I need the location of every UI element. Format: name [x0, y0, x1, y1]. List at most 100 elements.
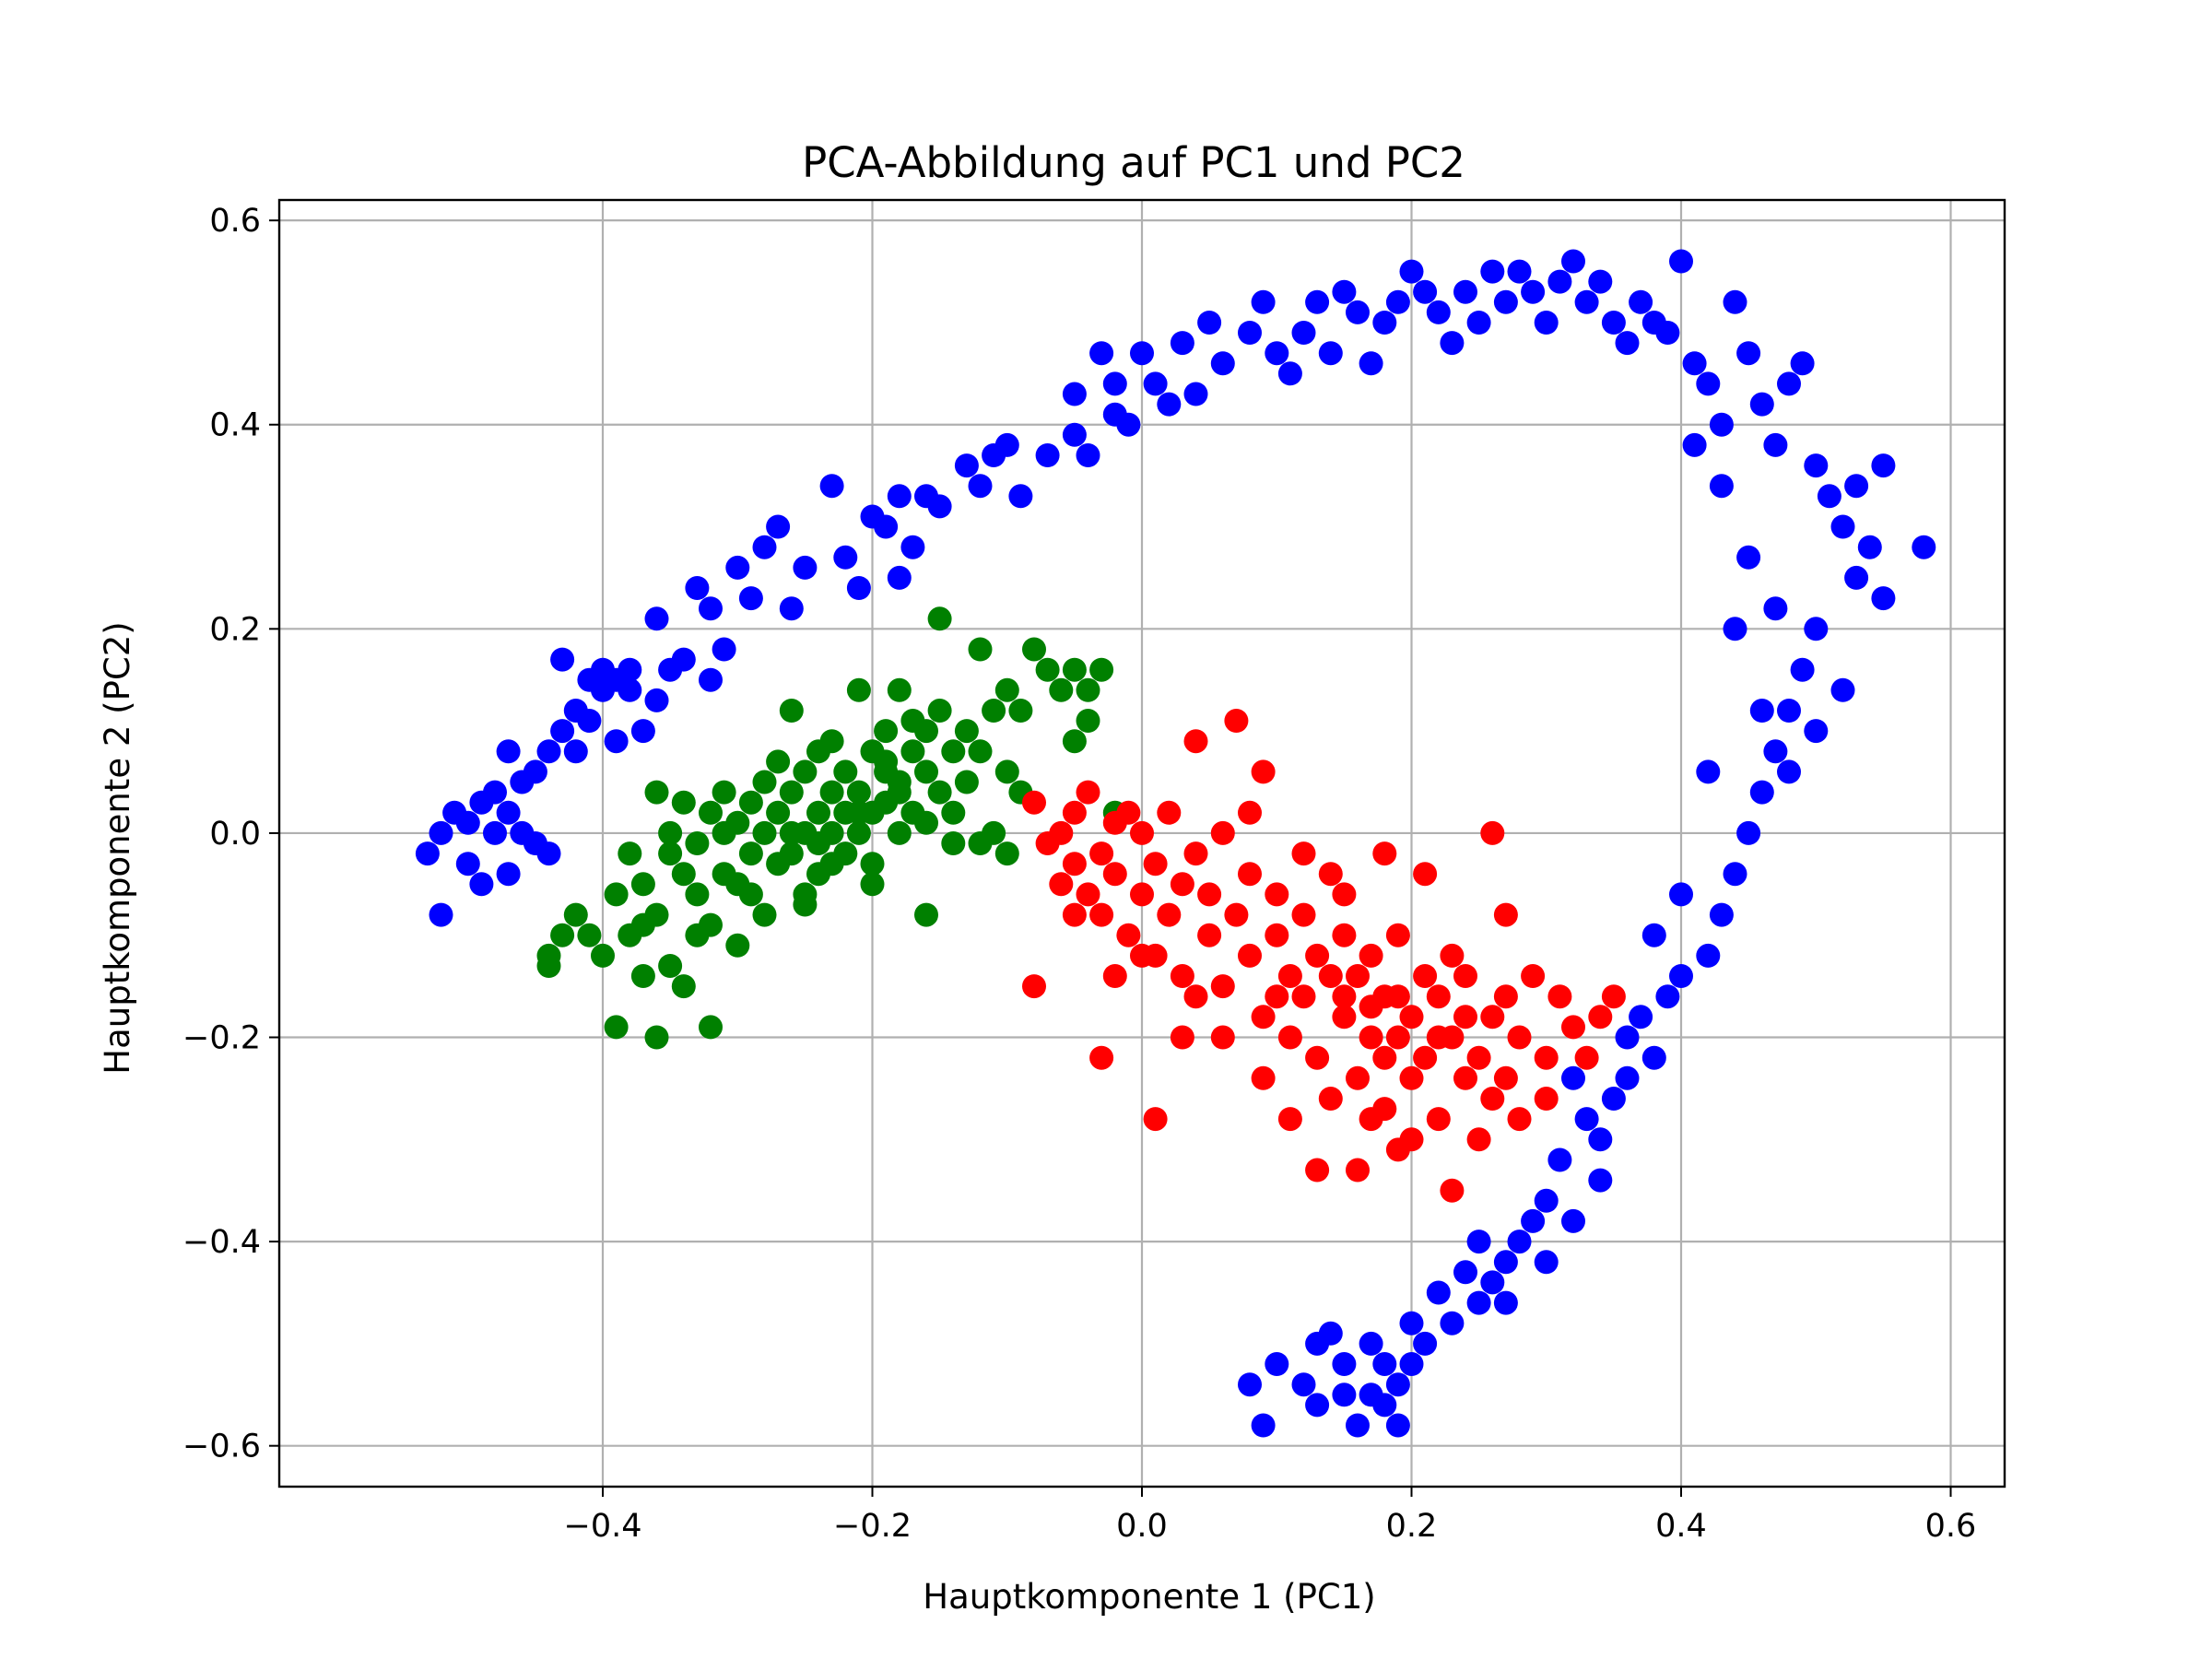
scatter-point	[1265, 1352, 1289, 1376]
scatter-point	[1561, 1208, 1585, 1233]
scatter-point	[1399, 1352, 1424, 1376]
scatter-point	[1210, 820, 1235, 845]
scatter-point	[591, 943, 615, 968]
scatter-point	[1035, 657, 1060, 682]
scatter-point	[1804, 719, 1829, 744]
scatter-point	[1790, 351, 1815, 376]
scatter-point	[752, 902, 777, 927]
scatter-point	[914, 810, 938, 835]
scatter-point	[738, 841, 763, 866]
scatter-point	[1143, 371, 1168, 396]
scatter-point	[1076, 709, 1100, 733]
scatter-point	[1385, 984, 1410, 1009]
scatter-point	[1197, 311, 1222, 335]
scatter-point	[1089, 657, 1114, 682]
scatter-point	[1534, 1188, 1559, 1213]
scatter-point	[1547, 984, 1572, 1009]
scatter-point	[1170, 1025, 1194, 1050]
scatter-point	[1413, 964, 1438, 988]
scatter-point	[1157, 800, 1182, 825]
scatter-point	[1305, 289, 1330, 314]
scatter-point	[1130, 820, 1154, 845]
scatter-point	[1035, 443, 1060, 467]
scatter-point	[819, 474, 844, 499]
scatter-point	[685, 576, 710, 600]
scatter-point	[1696, 371, 1721, 396]
scatter-point	[954, 453, 979, 478]
scatter-series-2	[536, 606, 1127, 1050]
y-tick-label: 0.4	[209, 407, 261, 444]
scatter-point	[699, 1015, 723, 1040]
scatter-point	[860, 852, 885, 877]
scatter-point	[1359, 1331, 1383, 1356]
scatter-point	[1116, 800, 1141, 825]
scatter-point	[671, 974, 696, 999]
scatter-point	[1736, 545, 1761, 570]
scatter-point	[941, 800, 966, 825]
y-tick-label: −0.2	[182, 1020, 261, 1057]
scatter-point	[1507, 1025, 1532, 1050]
scatter-point	[712, 637, 736, 662]
scatter-point	[779, 780, 804, 805]
scatter-point	[819, 780, 844, 805]
scatter-point	[699, 596, 723, 621]
scatter-point	[1763, 596, 1788, 621]
scatter-point	[1777, 371, 1801, 396]
scatter-point	[833, 759, 858, 784]
scatter-point	[1534, 1045, 1559, 1070]
y-tick-label: 0.2	[209, 611, 261, 648]
scatter-point	[699, 667, 723, 692]
scatter-point	[1574, 289, 1599, 314]
scatter-point	[1682, 351, 1707, 376]
scatter-point	[685, 882, 710, 907]
scatter-point	[1157, 392, 1182, 417]
scatter-point	[725, 810, 750, 835]
scatter-point	[1399, 1127, 1424, 1152]
scatter-point	[563, 902, 588, 927]
y-axis-label: Hauptkomponente 2 (PC2)	[98, 621, 137, 1074]
scatter-point	[1507, 1107, 1532, 1132]
scatter-point	[1277, 1025, 1302, 1050]
scatter-point	[1224, 709, 1249, 733]
scatter-point	[927, 606, 952, 631]
scatter-points	[415, 249, 1936, 1438]
scatter-point	[1076, 443, 1100, 467]
scatter-point	[779, 596, 804, 621]
scatter-point	[1102, 371, 1127, 396]
scatter-point	[1399, 1065, 1424, 1090]
scatter-point	[1197, 882, 1222, 907]
scatter-point	[536, 841, 561, 866]
scatter-point	[1574, 1107, 1599, 1132]
scatter-point	[1709, 474, 1734, 499]
scatter-point	[658, 820, 683, 845]
scatter-point	[1655, 321, 1680, 345]
scatter-point	[793, 759, 818, 784]
scatter-point	[671, 862, 696, 887]
scatter-point	[1318, 862, 1343, 887]
scatter-point	[846, 677, 871, 702]
scatter-point	[483, 820, 507, 845]
scatter-point	[630, 912, 655, 937]
scatter-point	[1022, 637, 1046, 662]
scatter-point	[1521, 1208, 1546, 1233]
scatter-point	[712, 780, 736, 805]
scatter-point	[1655, 984, 1680, 1009]
scatter-point	[1493, 1065, 1518, 1090]
scatter-point	[1332, 984, 1357, 1009]
scatter-point	[994, 432, 1019, 457]
scatter-point	[1049, 872, 1074, 897]
scatter-point	[429, 902, 453, 927]
scatter-point	[1076, 677, 1100, 702]
scatter-point	[1102, 862, 1127, 887]
scatter-point	[1372, 841, 1397, 866]
scatter-point	[1062, 657, 1087, 682]
x-tick-label: −0.2	[833, 1508, 912, 1545]
scatter-point	[752, 535, 777, 559]
scatter-point	[1440, 943, 1465, 968]
scatter-point	[1709, 412, 1734, 437]
scatter-point	[941, 831, 966, 855]
scatter-point	[766, 514, 791, 539]
scatter-point	[1413, 279, 1438, 304]
scatter-point	[1277, 964, 1302, 988]
scatter-point	[1238, 862, 1262, 887]
